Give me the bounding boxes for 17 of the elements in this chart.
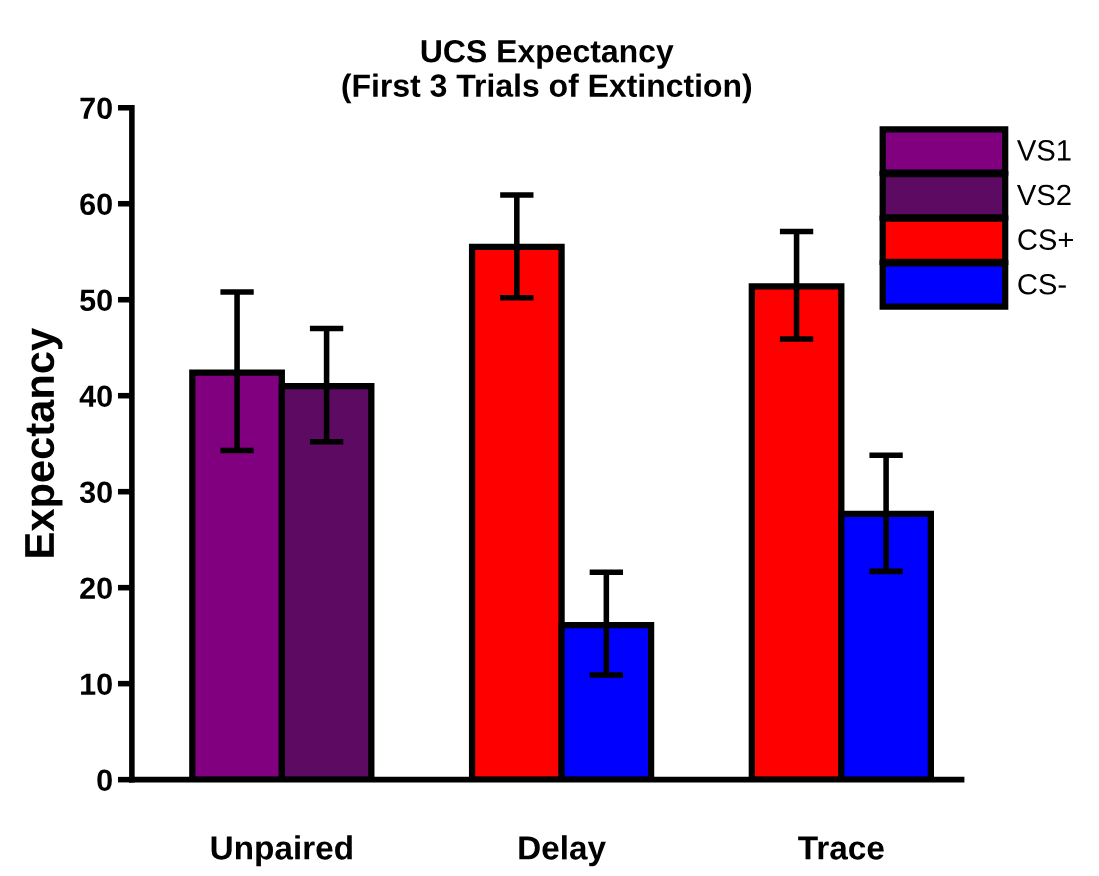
x-tick-label: Delay	[519, 835, 606, 867]
y-tick-label: 40	[79, 385, 112, 408]
legend-label: VS2	[1016, 184, 1071, 206]
legend-label: VS1	[1016, 140, 1071, 161]
legend-label: CS-	[1018, 273, 1066, 295]
y-tick-label: 0	[97, 769, 112, 792]
chart-title: UCS Expectancy (First 3 Trials of Extinction)	[342, 39, 752, 104]
x-tick-label: Trace	[798, 836, 884, 860]
y-tick-label: 30	[79, 481, 112, 504]
y-tick-label: 70	[80, 97, 112, 120]
y-tick-label: 20	[80, 577, 112, 600]
x-tick-label: Unpaired	[211, 835, 352, 867]
legend-label: CS+	[1018, 229, 1073, 250]
y-tick-label: 10	[81, 673, 112, 696]
y-tick-label: 50	[80, 289, 112, 312]
y-tick-label: 60	[80, 193, 112, 216]
y-axis-title: Expectancy	[25, 328, 63, 557]
